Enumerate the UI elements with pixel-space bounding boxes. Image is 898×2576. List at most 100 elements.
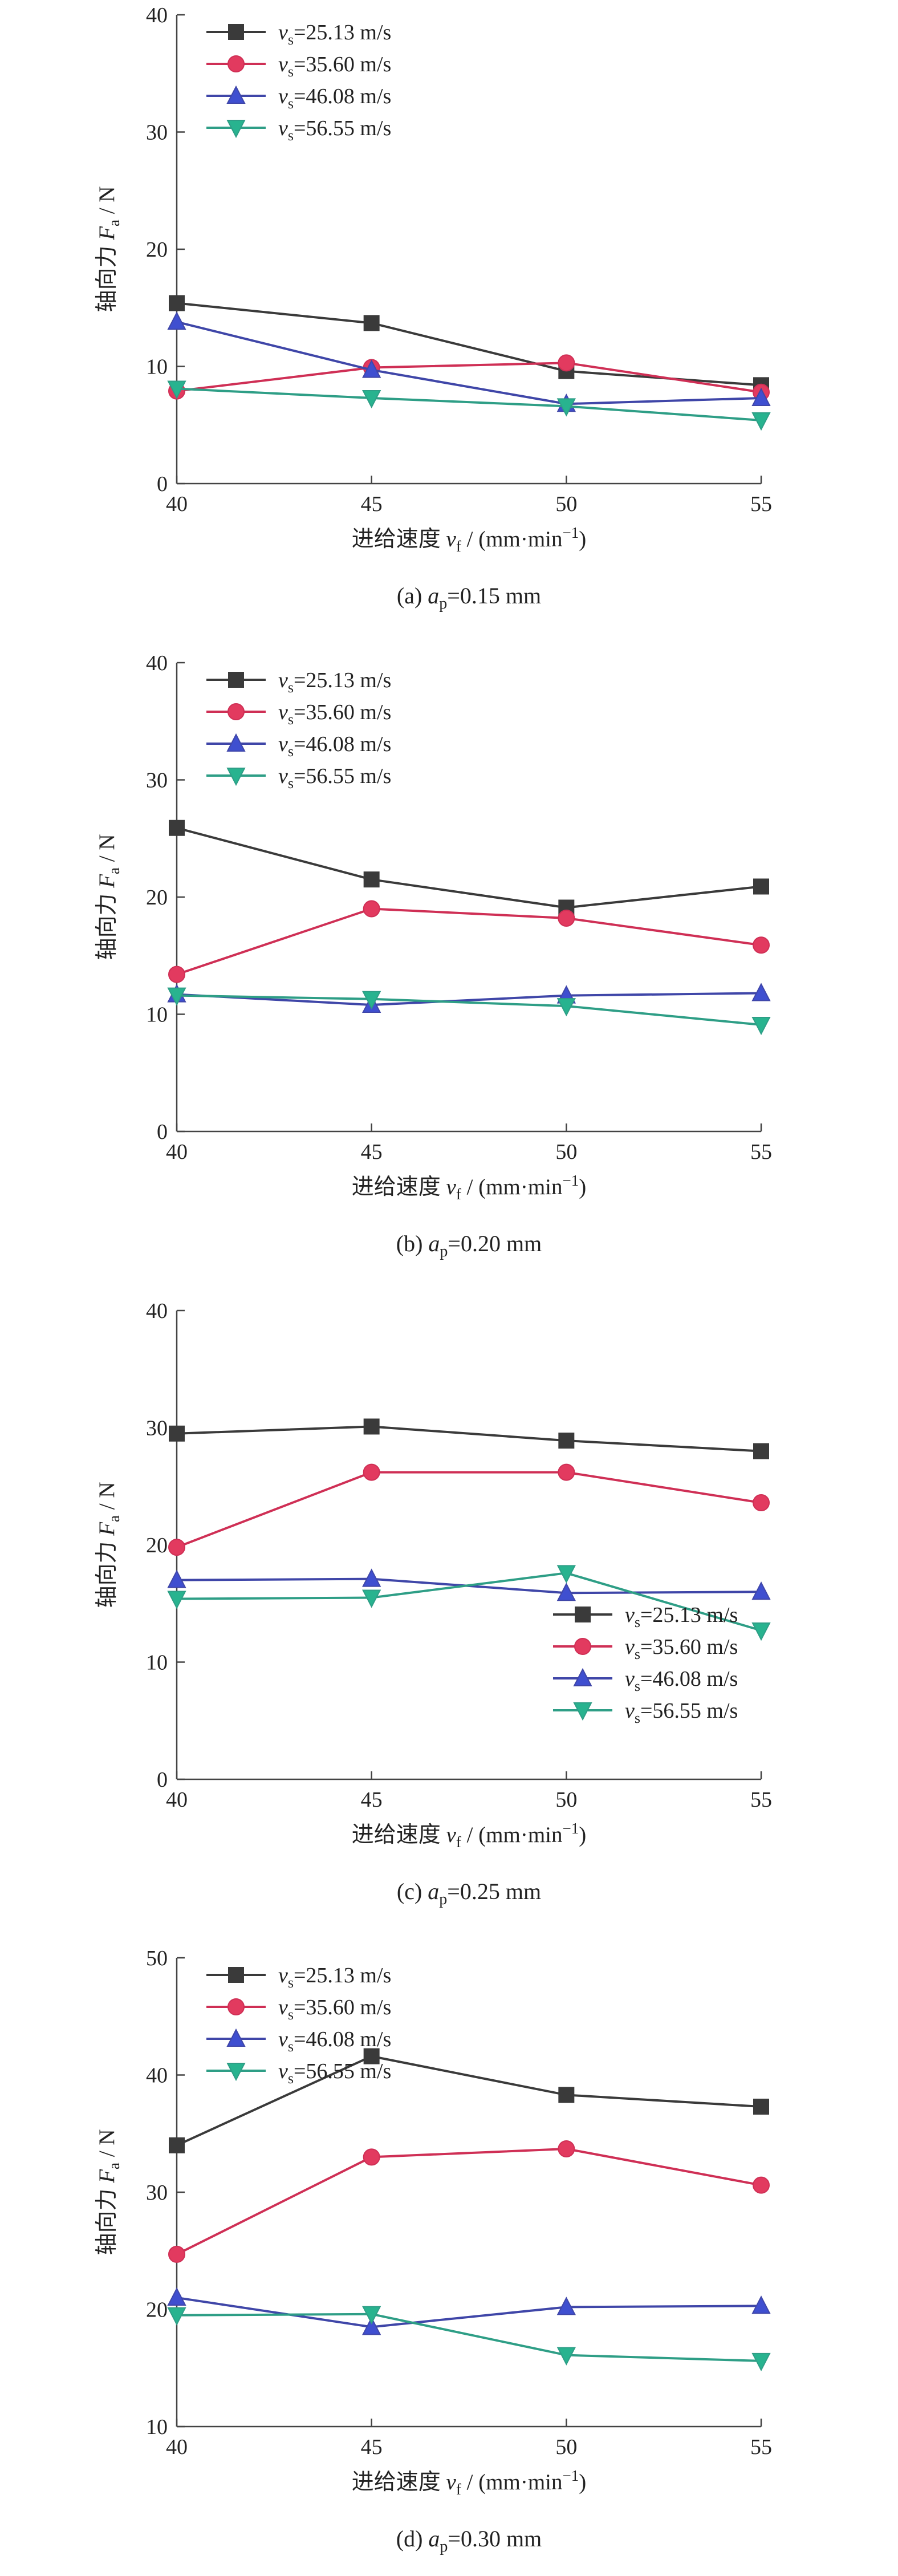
x-tick-label: 40 [166, 2435, 188, 2459]
data-point [362, 2317, 381, 2335]
data-point [751, 1622, 771, 1641]
x-tick-label: 55 [750, 1140, 772, 1164]
data-point [169, 295, 185, 311]
legend-item: vs=35.60 m/s [206, 700, 391, 728]
series-line [176, 362, 762, 394]
series-1 [169, 295, 769, 394]
series-1 [169, 2048, 769, 2153]
legend-item: vs=25.13 m/s [206, 668, 391, 696]
legend-label: vs=46.08 m/s [278, 732, 391, 760]
series-3 [167, 2287, 771, 2335]
legend-label: vs=35.60 m/s [278, 700, 391, 728]
legend-item: vs=46.08 m/s [206, 732, 391, 760]
legend-marker [226, 768, 246, 786]
data-point [753, 1494, 770, 1512]
data-point [558, 2140, 575, 2157]
chart-panel-d: 40 45 50 55 10 20 30 40 50 进给速度 vf / (mm·min−1) 轴向… [95, 1946, 772, 2555]
series-line [176, 387, 762, 422]
data-point [751, 983, 771, 1001]
legend-marker [573, 1668, 592, 1686]
legend-item: vs=46.08 m/s [206, 2027, 391, 2055]
data-point [168, 2245, 185, 2263]
data-point [167, 1569, 186, 1588]
y-tick-label: 20 [146, 886, 168, 910]
y-tick-label: 20 [146, 1534, 168, 1557]
panel-caption: (d) ap=0.30 mm [396, 2526, 542, 2555]
data-point [753, 2098, 769, 2115]
legend-label: vs=56.55 m/s [278, 116, 391, 144]
series-line [176, 1425, 762, 1453]
data-point [167, 987, 186, 1006]
legend-marker [226, 733, 246, 752]
legend-item: vs=56.55 m/s [206, 764, 391, 792]
data-point [751, 387, 771, 406]
series-line [176, 2313, 762, 2362]
x-axis-label: 进给速度 vf / (mm·min−1) [352, 1172, 586, 1203]
data-point [168, 966, 185, 983]
data-point [558, 1463, 575, 1481]
series-1 [169, 820, 769, 916]
legend-label: vs=46.08 m/s [625, 1667, 738, 1694]
data-point [556, 1583, 576, 1601]
x-tick-label: 45 [361, 1788, 383, 1812]
data-point [751, 1016, 771, 1036]
x-tick-label: 40 [166, 492, 188, 516]
y-axis-label: 轴向力 Fa / N [95, 186, 123, 312]
x-axis-label: 进给速度 vf / (mm·min−1) [352, 2467, 586, 2498]
y-tick-label: 0 [157, 1120, 168, 1144]
series-2 [168, 900, 770, 983]
data-point [558, 1433, 575, 1449]
legend-marker [228, 1967, 244, 1983]
legend-marker [573, 1702, 592, 1721]
y-tick-label: 0 [157, 1768, 168, 1792]
data-point [363, 1418, 380, 1435]
data-point [167, 2307, 186, 2326]
y-tick-label: 10 [146, 1651, 168, 1675]
data-point [362, 2306, 381, 2325]
data-point [167, 1591, 186, 1609]
y-tick-label: 20 [146, 2298, 168, 2322]
legend-marker [575, 1607, 591, 1622]
legend-marker [226, 2063, 246, 2082]
series-line [176, 992, 762, 1007]
y-tick-label: 30 [146, 121, 168, 145]
legend-marker [227, 703, 245, 720]
chart-panel-c: 40 45 50 55 0 10 20 30 40 进给速度 vf / (mm·min−1) 轴向力… [95, 1299, 772, 1908]
data-point [168, 1539, 185, 1556]
legend-item: vs=25.13 m/s [206, 1964, 391, 1991]
data-point [363, 2048, 380, 2064]
data-point [751, 2352, 771, 2372]
panel-caption: (b) ap=0.20 mm [396, 1231, 542, 1260]
series-1 [169, 1418, 769, 1459]
y-tick-label: 0 [157, 472, 168, 496]
series-3 [167, 983, 771, 1013]
legend-label: vs=35.60 m/s [278, 1995, 391, 2023]
data-point [363, 315, 380, 331]
legend-label: vs=25.13 m/s [278, 1964, 391, 1991]
panel-caption: (c) ap=0.25 mm [397, 1879, 541, 1908]
x-tick-label: 45 [361, 1140, 383, 1164]
x-tick-label: 50 [555, 1788, 577, 1812]
legend-label: vs=25.13 m/s [278, 21, 391, 48]
data-point [753, 878, 769, 895]
data-point [558, 909, 575, 927]
series-line [176, 907, 762, 976]
series-4 [167, 1565, 771, 1641]
data-point [167, 2287, 186, 2306]
legend-label: vs=46.08 m/s [278, 2027, 391, 2055]
legend-marker [228, 672, 244, 688]
series-line [176, 994, 762, 1026]
series-3 [167, 311, 771, 412]
legend-item: vs=46.08 m/s [553, 1667, 738, 1694]
legend-marker [574, 1638, 591, 1655]
legend: vs=25.13 m/s vs=35.60 m/s vs=46.08 m/s vs=5… [553, 1603, 738, 1726]
chart-panel-b: 40 45 50 55 0 10 20 30 40 进给速度 vf / (mm·min−1) 轴向力… [95, 651, 772, 1260]
data-point [362, 390, 381, 409]
x-tick-label: 55 [750, 492, 772, 516]
legend-label: vs=46.08 m/s [278, 84, 391, 112]
y-axis-label: 轴向力 Fa / N [95, 2129, 123, 2255]
data-point [362, 1589, 381, 1608]
x-tick-label: 45 [361, 492, 383, 516]
series-line [176, 2296, 762, 2328]
